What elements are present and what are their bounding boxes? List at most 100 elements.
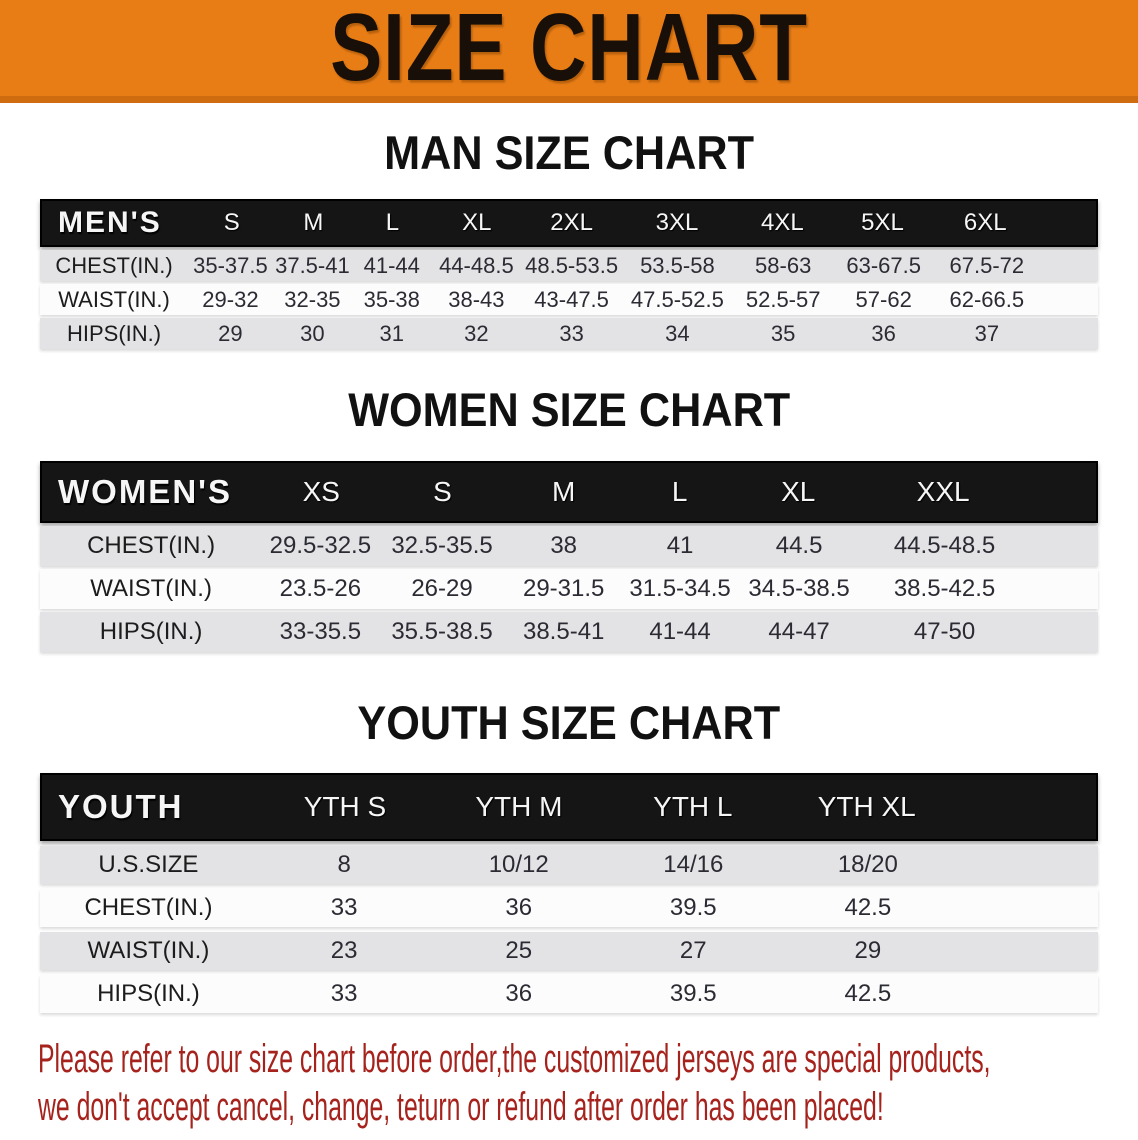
disclaimer-text: Please refer to our size chart before or… [38, 1035, 1138, 1131]
value-cell: 29 [854, 937, 882, 964]
value-cell: 27 [679, 937, 707, 964]
value-cell: 38 [550, 532, 578, 559]
youth-section-title-text: YOUTH SIZE CHART [357, 695, 781, 749]
value-cell: 36 [871, 320, 896, 346]
value-cell: 29-31.5 [522, 575, 605, 602]
value-cell: 34 [665, 320, 690, 346]
value-cell: 8 [337, 851, 351, 878]
size-header-cell: XS [302, 476, 340, 507]
value-cell: 41 [666, 532, 694, 559]
value-cell: 38-43 [448, 286, 505, 312]
value-cell: 47-50 [913, 618, 976, 645]
women-section-title-text: WOMEN SIZE CHART [347, 382, 790, 436]
value-cell: 33 [559, 320, 584, 346]
row-label-cell: HIPS(IN.) [99, 618, 203, 645]
youth-section-title: YOUTH SIZE CHART [0, 696, 1138, 749]
table-header-row: WOMEN'S XS S M L XL XXL [40, 461, 1098, 523]
mens-size-table: MEN'S S M L XL 2XL 3XL 4XL 5XL 6XL CHEST(IN.) 35-37… [40, 199, 1098, 349]
value-cell: 23 [330, 937, 358, 964]
value-cell: 67.5-72 [949, 252, 1025, 278]
value-cell: 18/20 [837, 851, 898, 878]
value-cell: 41-44 [649, 618, 711, 645]
value-cell: 34.5-38.5 [748, 575, 850, 602]
disclaimer-line-1: Please refer to our size chart before or… [38, 1037, 991, 1081]
value-cell: 48.5-53.5 [525, 252, 619, 278]
table-row: CHEST(IN.) 29.5-32.5 32.5-35.5 38 41 44.5 44.5… [40, 526, 1098, 566]
size-header-cell: YTH S [303, 791, 387, 822]
table-row: CHEST(IN.) 35-37.5 37.5-41 41-44 44-48.5 48.5… [40, 250, 1098, 281]
table-row: WAIST(IN.) 23 25 27 29 [40, 932, 1098, 970]
value-cell: 23.5-26 [279, 575, 362, 602]
size-chart-banner: SIZE CHART [0, 0, 1138, 103]
table-row: U.S.SIZE 8 10/12 14/16 18/20 [40, 846, 1098, 884]
value-cell: 62-66.5 [949, 286, 1025, 312]
value-cell: 52.5-57 [745, 286, 821, 312]
size-header-cell: 3XL [655, 209, 699, 236]
value-cell: 14/16 [663, 851, 724, 878]
group-label-cell: MEN'S [58, 206, 162, 239]
size-header-cell: M [552, 476, 576, 507]
value-cell: 38.5-42.5 [893, 575, 996, 602]
value-cell: 44.5 [775, 532, 823, 559]
size-header-cell: XL [781, 476, 816, 507]
row-label-cell: HIPS(IN.) [97, 980, 200, 1007]
value-cell: 63-67.5 [846, 252, 921, 278]
value-cell: 32.5-35.5 [391, 532, 493, 559]
value-cell: 43-47.5 [534, 286, 609, 312]
value-cell: 33-35.5 [279, 618, 362, 645]
value-cell: 36 [505, 980, 533, 1007]
value-cell: 33 [330, 980, 358, 1007]
value-cell: 32-35 [284, 286, 341, 312]
women-section-title: WOMEN SIZE CHART [0, 383, 1138, 436]
table-row: WAIST(IN.) 29-32 32-35 35-38 38-43 43-47.5 47.… [40, 284, 1098, 315]
row-label-cell: WAIST(IN.) [87, 937, 210, 964]
size-header-cell: YTH XL [817, 791, 916, 822]
value-cell: 31.5-34.5 [629, 575, 731, 602]
table-header-row: YOUTH YTH S YTH M YTH L YTH XL [40, 773, 1098, 841]
value-cell: 30 [300, 320, 325, 346]
value-cell: 42.5 [844, 980, 892, 1007]
value-cell: 42.5 [844, 894, 892, 921]
group-label-cell: WOMEN'S [58, 473, 233, 510]
man-section-title: MAN SIZE CHART [0, 126, 1138, 179]
size-header-cell: XL [462, 209, 492, 236]
value-cell: 37.5-41 [275, 252, 350, 278]
value-cell: 35-37.5 [193, 252, 268, 278]
value-cell: 29 [218, 320, 243, 346]
value-cell: 29.5-32.5 [269, 532, 372, 559]
size-header-cell: 4XL [761, 209, 804, 236]
size-header-cell: L [671, 476, 688, 507]
value-cell: 58-63 [755, 252, 812, 278]
row-label-cell: U.S.SIZE [98, 851, 199, 878]
table-row: HIPS(IN.) 33-35.5 35.5-38.5 38.5-41 41-44 44-… [40, 612, 1098, 652]
value-cell: 29-32 [202, 286, 259, 312]
value-cell: 25 [505, 937, 533, 964]
banner-title: SIZE CHART [330, 0, 808, 101]
value-cell: 44-47 [768, 618, 830, 645]
value-cell: 35.5-38.5 [391, 618, 493, 645]
value-cell: 44.5-48.5 [893, 532, 996, 559]
row-label-cell: CHEST(IN.) [84, 894, 213, 921]
value-cell: 47.5-52.5 [630, 286, 724, 312]
size-header-cell: L [385, 209, 400, 236]
value-cell: 36 [505, 894, 533, 921]
row-label-cell: WAIST(IN.) [58, 286, 170, 312]
group-label-cell: YOUTH [58, 788, 184, 825]
value-cell: 39.5 [669, 980, 717, 1007]
value-cell: 37 [974, 320, 1000, 346]
size-header-cell: YTH L [653, 791, 733, 822]
table-row: WAIST(IN.) 23.5-26 26-29 29-31.5 31.5-34.5 34… [40, 569, 1098, 609]
value-cell: 57-62 [855, 286, 912, 312]
size-header-cell: S [223, 209, 240, 236]
value-cell: 32 [464, 320, 489, 346]
value-cell: 26-29 [411, 575, 473, 602]
value-cell: 53.5-58 [640, 252, 715, 278]
value-cell: 41-44 [363, 252, 420, 278]
value-cell: 35 [770, 320, 796, 346]
womens-size-table: WOMEN'S XS S M L XL XXL CHEST(IN.) 29.5-32.5 32.5… [40, 461, 1098, 652]
value-cell: 38.5-41 [522, 618, 605, 645]
row-label-cell: WAIST(IN.) [90, 575, 212, 602]
row-label-cell: CHEST(IN.) [87, 532, 216, 559]
value-cell: 44-48.5 [439, 252, 514, 278]
disclaimer-line-2: we don't accept cancel, change, teturn o… [38, 1085, 884, 1129]
